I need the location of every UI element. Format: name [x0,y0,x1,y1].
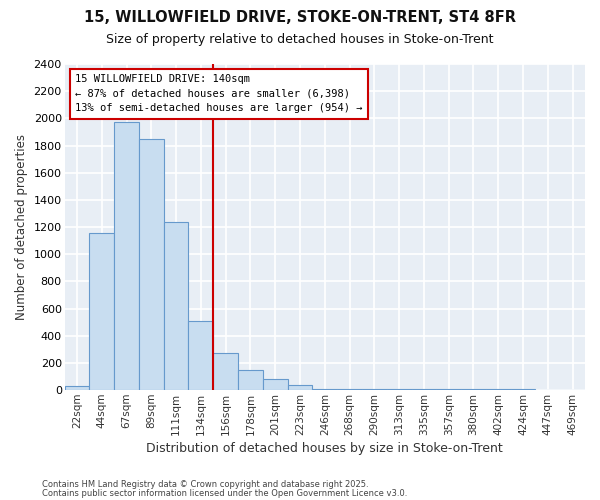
Bar [238,370,263,390]
Bar [263,378,287,390]
Text: Size of property relative to detached houses in Stoke-on-Trent: Size of property relative to detached ho… [106,32,494,46]
Text: 15, WILLOWFIELD DRIVE, STOKE-ON-TRENT, ST4 8FR: 15, WILLOWFIELD DRIVE, STOKE-ON-TRENT, S… [84,10,516,25]
Text: 15 WILLOWFIELD DRIVE: 140sqm
← 87% of detached houses are smaller (6,398)
13% of: 15 WILLOWFIELD DRIVE: 140sqm ← 87% of de… [75,74,362,114]
Bar [337,389,362,390]
Y-axis label: Number of detached properties: Number of detached properties [15,134,28,320]
Bar [65,386,89,390]
Text: Contains HM Land Registry data © Crown copyright and database right 2025.: Contains HM Land Registry data © Crown c… [42,480,368,489]
Bar [89,232,114,390]
Bar [188,321,213,390]
Text: Contains public sector information licensed under the Open Government Licence v3: Contains public sector information licen… [42,489,407,498]
Bar [164,222,188,390]
Bar [313,389,337,390]
Bar [139,138,164,390]
Bar [213,354,238,390]
Bar [114,122,139,390]
X-axis label: Distribution of detached houses by size in Stoke-on-Trent: Distribution of detached houses by size … [146,442,503,455]
Bar [287,384,313,390]
